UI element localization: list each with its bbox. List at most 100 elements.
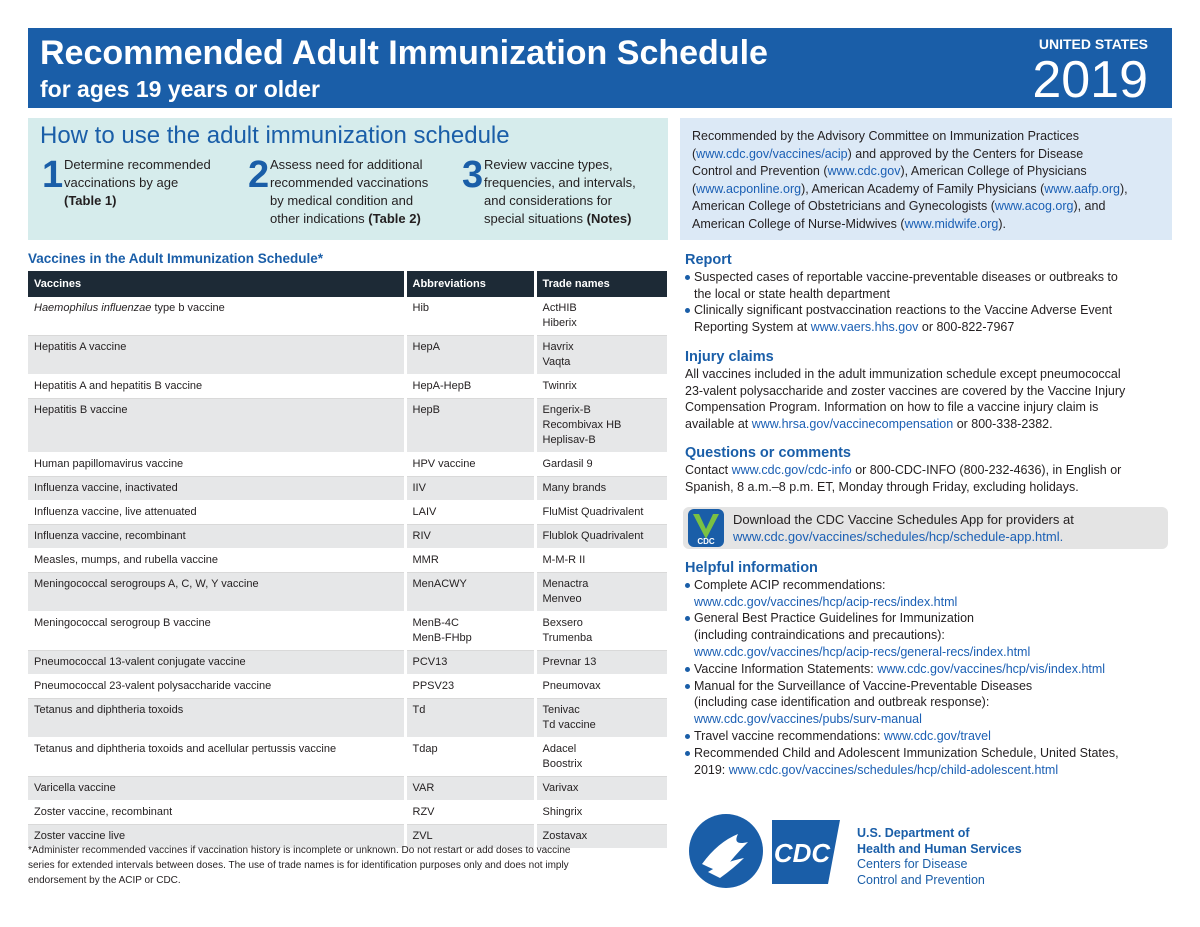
app-icon: CDC bbox=[688, 509, 724, 547]
bold-text: (Table 1) bbox=[64, 193, 117, 208]
table-cell: Hepatitis A and hepatitis B vaccine bbox=[28, 374, 407, 399]
how-to-title: How to use the adult immunization schedu… bbox=[40, 122, 510, 149]
text-line: Contact www.cdc.gov/cdc-info or 800-CDC-… bbox=[685, 462, 1121, 479]
bold-text: (Table 2) bbox=[368, 211, 421, 226]
text: or 800-822-7967 bbox=[918, 320, 1015, 335]
text: Control and Prevention bbox=[857, 872, 985, 887]
table-cell: Zostavax bbox=[535, 824, 670, 849]
text: MMR bbox=[412, 554, 439, 566]
text-line: Tetanus and diphtheria toxoids bbox=[34, 703, 398, 718]
table-cell: FluMist Quadrivalent bbox=[535, 500, 670, 525]
text-line: Adacel bbox=[543, 742, 661, 757]
text: HepB bbox=[412, 404, 441, 416]
text: series for extended intervals between do… bbox=[28, 860, 569, 871]
text-line: FluMist Quadrivalent bbox=[543, 505, 661, 520]
text: Hib bbox=[412, 302, 430, 314]
text-line: (including contraindications and precaut… bbox=[694, 627, 1119, 644]
text-line: Manual for the Surveillance of Vaccine-P… bbox=[694, 678, 1119, 695]
text: Pneumococcal 23-valent polysaccharide va… bbox=[34, 680, 272, 692]
text-line: (Table 1) bbox=[64, 192, 211, 210]
text-line: Influenza vaccine, recombinant bbox=[34, 529, 398, 544]
endorsement-box: Recommended by the Advisory Committee on… bbox=[680, 118, 1172, 240]
text: *Administer recommended vaccines if vacc… bbox=[28, 845, 571, 856]
link[interactable]: www.aafp.org bbox=[1044, 181, 1120, 196]
table-row: Meningococcal serogroup B vaccine MenB-4C… bbox=[28, 611, 670, 651]
table-cell: ZVL bbox=[405, 824, 537, 849]
text-line: MenACWY bbox=[413, 577, 528, 592]
text-line: Influenza vaccine, live attenuated bbox=[34, 505, 398, 520]
link[interactable]: www.hrsa.gov/vaccinecompensation bbox=[751, 417, 954, 432]
link[interactable]: www.midwife.org bbox=[904, 216, 999, 231]
link[interactable]: www.cdc.gov/vaccines/hcp/acip-recs/gener… bbox=[694, 644, 1031, 659]
text-line: Varicella vaccine bbox=[34, 781, 398, 796]
bullet bbox=[685, 666, 690, 672]
link[interactable]: www.cdc.gov/vaccines/hcp/acip-recs/index… bbox=[694, 594, 958, 609]
link[interactable]: www.cdc.gov/travel bbox=[883, 728, 991, 743]
column-header-text: Trade names bbox=[542, 278, 610, 290]
text: type b vaccine bbox=[151, 302, 225, 314]
bullet bbox=[685, 683, 690, 689]
step-number: 1 bbox=[42, 154, 64, 196]
link[interactable]: www.cdc.gov/vaccines/schedules/hcp/child… bbox=[728, 762, 1059, 777]
link[interactable]: . bbox=[1059, 529, 1064, 544]
text-line: Zoster vaccine live bbox=[34, 829, 398, 844]
table-cell: Tdap bbox=[405, 737, 537, 777]
table-cell: Menactra Menveo bbox=[535, 572, 670, 612]
text-line: Twinrix bbox=[543, 379, 661, 394]
text: the local or state health department bbox=[694, 286, 890, 301]
text: recommended vaccinations bbox=[270, 175, 429, 190]
text: General Best Practice Guidelines for Imm… bbox=[694, 611, 974, 626]
app-icon-label: CDC bbox=[697, 537, 715, 546]
text-line: 23-valent polysaccharide and zoster vacc… bbox=[685, 383, 1125, 400]
link[interactable]: www.cdc.gov/cdc-info bbox=[731, 462, 852, 477]
text: Zoster vaccine live bbox=[34, 830, 126, 842]
text: MenACWY bbox=[412, 578, 467, 590]
text: Review vaccine types, bbox=[484, 157, 613, 172]
table-row: Tetanus and diphtheria toxoids and acell… bbox=[28, 737, 670, 777]
text: Td bbox=[412, 704, 426, 716]
bullet bbox=[685, 308, 690, 314]
cdc-logo-label: CDC bbox=[774, 838, 832, 868]
link[interactable]: www.acponline.org bbox=[696, 181, 802, 196]
subtitle: for ages 19 years or older bbox=[40, 76, 320, 102]
table-cell: Zoster vaccine, recombinant bbox=[28, 800, 407, 825]
text: RIV bbox=[412, 530, 431, 542]
agency-text: U.S. Department of Health and Human Servi… bbox=[857, 826, 1022, 888]
text-line: special situations (Notes) bbox=[484, 210, 636, 228]
text-line: Health and Human Services bbox=[857, 842, 1022, 858]
link[interactable]: www.vaers.hhs.gov bbox=[810, 320, 919, 335]
text: 23-valent polysaccharide and zoster vacc… bbox=[685, 383, 1126, 398]
bullet-item: Vaccine Information Statements: www.cdc.… bbox=[685, 661, 1119, 678]
table-body: Haemophilus influenzae type b vaccine Hib… bbox=[28, 297, 670, 849]
link[interactable]: www.cdc.gov/vaccines/acip bbox=[696, 146, 848, 161]
text: HepA-HepB bbox=[412, 380, 472, 392]
text-line: Hepatitis A vaccine bbox=[34, 340, 398, 355]
text-line: Clinically significant postvaccination r… bbox=[694, 302, 1118, 319]
text-line: Spanish, 8 a.m.–8 p.m. ET, Monday throug… bbox=[685, 479, 1121, 496]
text: Td vaccine bbox=[542, 719, 596, 731]
bold-text: (Notes) bbox=[586, 211, 632, 226]
text-line: frequencies, and intervals, bbox=[484, 174, 636, 192]
text: PCV13 bbox=[412, 656, 448, 668]
text-line: Shingrix bbox=[543, 805, 661, 820]
app-box: CDC Download the CDC Vaccine Schedules A… bbox=[683, 507, 1168, 549]
text: Heplisav-B bbox=[542, 434, 596, 446]
column-header-text: Vaccines bbox=[34, 278, 82, 290]
text-line: endorsement by the ACIP or CDC. bbox=[28, 873, 570, 888]
text: Hepatitis A vaccine bbox=[34, 341, 127, 353]
text-line: Hib bbox=[413, 301, 528, 316]
link[interactable]: www.cdc.gov/vaccines/pubs/surv-manual bbox=[694, 712, 922, 727]
text-line: Pneumococcal 23-valent polysaccharide va… bbox=[34, 679, 398, 694]
bullet bbox=[685, 733, 690, 739]
link[interactable]: www.cdc.gov/vaccines/schedules/hcp/sched… bbox=[733, 529, 1060, 544]
section-heading: Questions or comments bbox=[685, 445, 851, 461]
text: ). bbox=[998, 216, 1006, 231]
link[interactable]: www.acog.org bbox=[994, 199, 1074, 214]
link[interactable]: www.cdc.gov/vaccines/hcp/vis/index.html bbox=[877, 661, 1106, 676]
text-line: Human papillomavirus vaccine bbox=[34, 457, 398, 472]
link[interactable]: www.cdc.gov bbox=[827, 164, 901, 179]
text-line: other indications (Table 2) bbox=[270, 210, 428, 228]
text: HPV vaccine bbox=[412, 458, 476, 470]
